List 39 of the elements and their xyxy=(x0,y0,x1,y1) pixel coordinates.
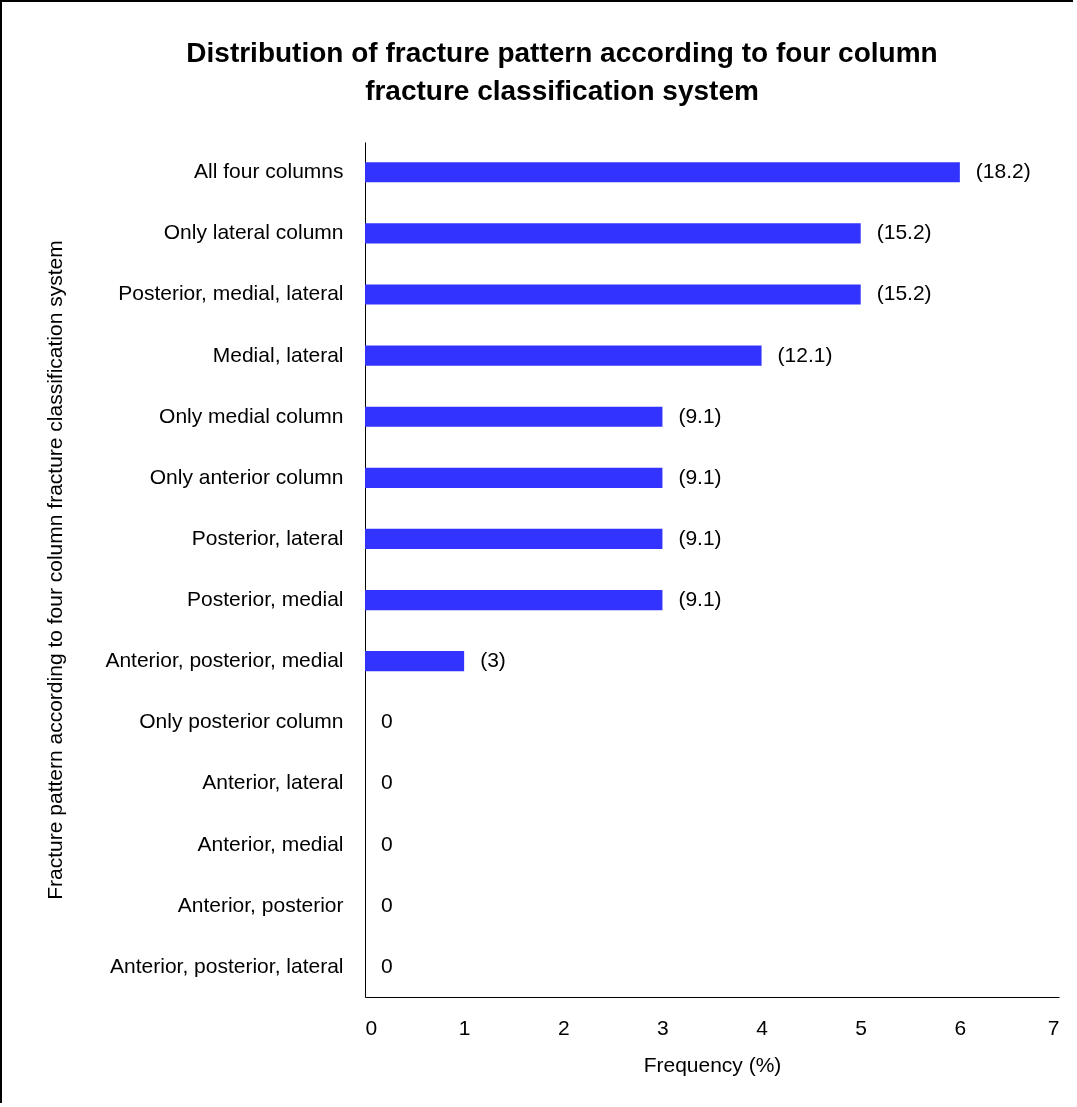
x-tick-label: 0 xyxy=(365,1015,378,1039)
x-tick-label: 2 xyxy=(557,1015,570,1039)
y-tick-label: Posterior, medial, lateral xyxy=(118,281,344,305)
y-tick-label: Only medial column xyxy=(159,403,344,427)
annotation: 0 xyxy=(381,709,393,733)
chart-title: Distribution of fracture pattern according to four column fracture classification system xyxy=(186,37,938,106)
y-tick-label: Only lateral column xyxy=(163,220,344,244)
x-tick-label: 3 xyxy=(657,1015,669,1039)
y-axis-title: Fracture pattern according to four column fracture classification system xyxy=(42,240,66,900)
x-tick-label: 1 xyxy=(458,1015,471,1039)
annotation: (9.1) xyxy=(678,525,722,549)
annotation: (9.1) xyxy=(678,587,722,611)
y-tick-label: Anterior, posterior xyxy=(177,892,344,916)
y-tick-label: Anterior, posterior, medial xyxy=(105,648,344,672)
y-tick-label: Posterior, medial xyxy=(187,587,344,611)
annotation: 0 xyxy=(381,892,393,916)
annotation: (15.2) xyxy=(876,220,932,244)
y-tick-label: Only anterior column xyxy=(149,464,344,488)
x-axis-title: Frequency (%) xyxy=(643,1052,782,1076)
y-tick-label: Only posterior column xyxy=(139,709,344,733)
annotation: (9.1) xyxy=(678,464,722,488)
x-tick-label: 4 xyxy=(756,1015,769,1039)
x-tick-label: 7 xyxy=(1047,1015,1060,1039)
annotation: (18.2) xyxy=(975,159,1031,183)
annotation: (3) xyxy=(480,648,506,672)
y-tick-label: Anterior, lateral xyxy=(202,770,344,794)
annotation: 0 xyxy=(381,770,393,794)
y-tick-label: All four columns xyxy=(194,159,344,183)
x-tick-label: 6 xyxy=(954,1015,967,1039)
y-tick-label: Posterior, lateral xyxy=(191,525,344,549)
annotation: (9.1) xyxy=(678,403,722,427)
annotation: 0 xyxy=(381,831,393,855)
x-tick-label: 5 xyxy=(855,1015,868,1039)
annotation: (12.1) xyxy=(777,342,833,366)
annotation: 0 xyxy=(381,953,393,977)
y-tick-label: Anterior, posterior, lateral xyxy=(110,953,344,977)
annotation: (15.2) xyxy=(876,281,932,305)
y-tick-label: Anterior, medial xyxy=(197,831,344,855)
y-tick-label: Medial, lateral xyxy=(212,342,344,366)
